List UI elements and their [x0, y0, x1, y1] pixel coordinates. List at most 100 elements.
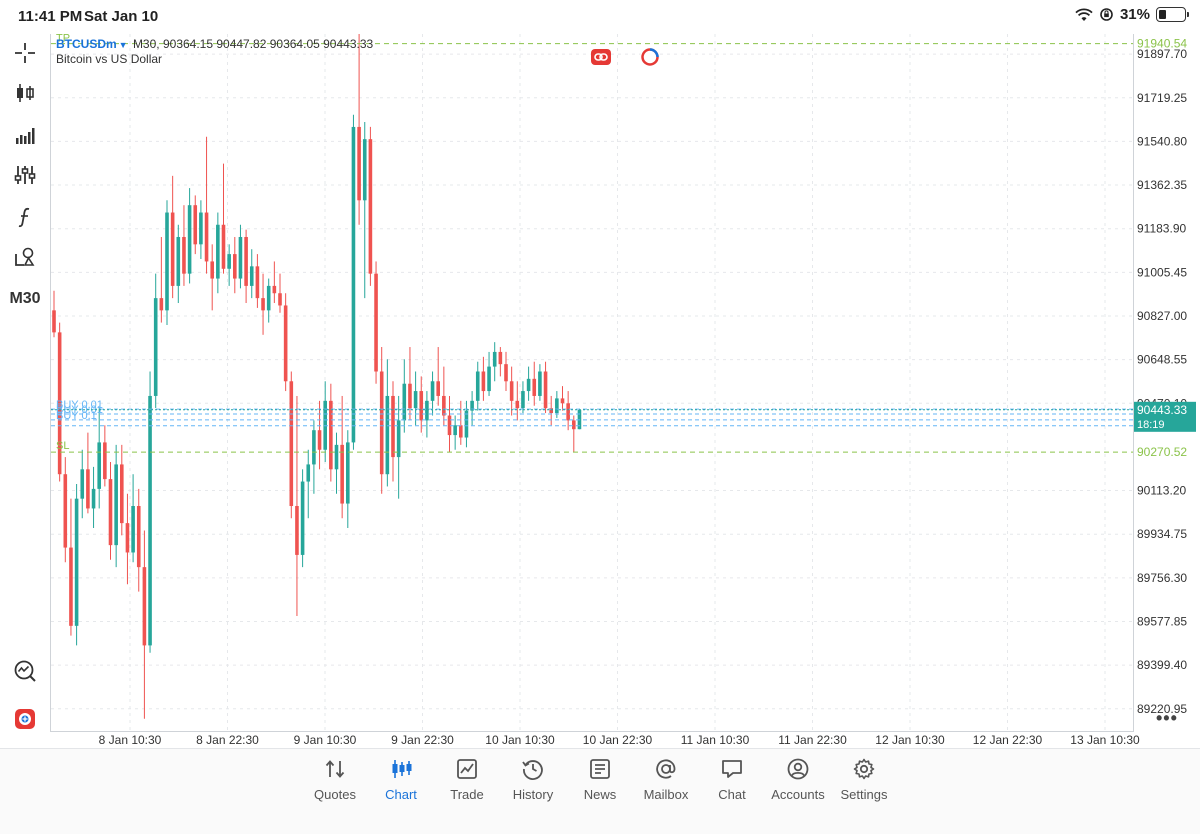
candle-body — [351, 126, 356, 443]
candle-body — [108, 479, 113, 546]
candle-body — [278, 293, 282, 306]
x-tick-label: 8 Jan 22:30 — [196, 733, 259, 747]
y-tick-label: 91719.25 — [1137, 91, 1187, 105]
tab-history[interactable]: History — [498, 757, 568, 813]
candle-body — [425, 400, 429, 421]
candle-body — [238, 236, 243, 279]
tab-quotes[interactable]: Quotes — [300, 757, 370, 813]
candle-body — [199, 212, 203, 245]
candle-body — [470, 400, 474, 411]
trade-icon — [457, 759, 477, 779]
candle-body — [57, 332, 62, 475]
one-click-trading-button[interactable] — [8, 704, 42, 734]
candle-body — [165, 212, 169, 311]
tab-news[interactable]: News — [565, 757, 635, 813]
candle-body — [543, 371, 548, 409]
signal-button-trade[interactable] — [591, 49, 611, 65]
candle-body — [413, 391, 418, 409]
candle-body — [227, 254, 231, 269]
functions-tool[interactable] — [8, 202, 42, 232]
more-options-button[interactable]: ••• — [1156, 708, 1178, 728]
y-tick-label: 91005.45 — [1137, 265, 1187, 279]
candle-body — [340, 444, 344, 504]
bid-price-label: 90443.33 — [1137, 403, 1187, 417]
candle-body — [368, 139, 373, 274]
tab-label: Settings — [840, 787, 888, 802]
y-tick-label: 89756.30 — [1137, 571, 1187, 585]
left-toolbar: M30 — [0, 34, 50, 734]
tab-label: Quotes — [314, 787, 356, 802]
tab-chart[interactable]: Chart — [366, 757, 436, 813]
candle-body — [244, 236, 248, 286]
candle-body — [312, 430, 316, 465]
y-tick-label: 90648.55 — [1137, 353, 1187, 367]
tab-chat[interactable]: Chat — [697, 757, 767, 813]
crosshair-icon — [15, 43, 35, 63]
candle-body — [261, 298, 265, 311]
candle-body — [402, 383, 407, 421]
candle-body — [283, 305, 288, 382]
candle-body — [453, 425, 457, 436]
candle-body — [266, 285, 271, 311]
tab-mailbox[interactable]: Mailbox — [631, 757, 701, 813]
tab-label: News — [583, 787, 617, 802]
x-tick-label: 13 Jan 10:30 — [1070, 733, 1140, 747]
x-tick-label: 8 Jan 10:30 — [99, 733, 162, 747]
tab-accounts[interactable]: Accounts — [763, 757, 833, 813]
ohlc-values: 90364.15 90447.82 90364.05 90443.33 — [162, 37, 374, 51]
function-icon — [18, 207, 30, 228]
candle-body — [86, 469, 90, 509]
timeframe-label: M30 — [9, 290, 41, 307]
settings-icon — [853, 758, 875, 780]
candle-body — [272, 285, 277, 294]
sliders-icon — [14, 166, 36, 184]
candle-body — [521, 391, 525, 409]
candle-body — [159, 298, 164, 311]
candle-body — [80, 469, 85, 499]
price-chart[interactable]: 91897.70 91719.25 91540.80 91362.35 91183.90… — [0, 0, 1200, 760]
link-icon — [594, 53, 608, 61]
chevron-down-icon[interactable]: ▼ — [118, 40, 128, 50]
timeframe-button[interactable]: M30 — [8, 284, 42, 314]
chart-type-candles[interactable] — [8, 78, 42, 108]
candle-body — [74, 498, 79, 626]
objects-tool[interactable] — [8, 242, 42, 272]
history-icon — [522, 760, 543, 780]
candle-body — [459, 425, 463, 438]
sl-price-label: 90270.52 — [1137, 445, 1187, 459]
trading-signals-button[interactable] — [8, 656, 42, 686]
signal-button-analytics[interactable] — [640, 48, 660, 66]
candle-body — [233, 254, 237, 279]
sl-label: SL — [56, 440, 69, 452]
shapes-icon — [15, 247, 35, 266]
y-tick-label: 91540.80 — [1137, 134, 1187, 148]
volume-tool[interactable] — [8, 120, 42, 150]
indicators-tool[interactable] — [8, 160, 42, 190]
candle-body — [357, 126, 361, 201]
symbol-selector[interactable]: BTCUSDm — [56, 37, 117, 51]
candle-body — [114, 464, 118, 546]
candle-body — [136, 506, 141, 568]
y-tick-label: 89220.95 — [1137, 702, 1187, 716]
status-right: 31% — [1075, 6, 1189, 23]
candle-body — [103, 442, 107, 480]
trading-app-icon — [15, 709, 35, 729]
bid-price-tag — [1134, 401, 1196, 432]
candle-body — [148, 395, 152, 646]
candle-body — [187, 205, 192, 274]
tab-settings[interactable]: Settings — [829, 757, 899, 813]
candle-body — [131, 506, 135, 553]
candle-body — [419, 391, 424, 421]
accounts-icon — [787, 758, 809, 780]
y-tick-label: 91362.35 — [1137, 178, 1187, 192]
y-tick-label: 89577.85 — [1137, 614, 1187, 628]
candle-body — [408, 383, 412, 409]
tab-label: Accounts — [771, 787, 825, 802]
mailbox-icon — [656, 759, 676, 779]
tab-trade[interactable]: Trade — [432, 757, 502, 813]
crosshair-tool[interactable] — [8, 38, 42, 68]
news-icon — [590, 759, 610, 779]
x-tick-label: 9 Jan 10:30 — [294, 733, 357, 747]
wifi-icon — [1075, 8, 1093, 21]
candle-body — [430, 381, 435, 401]
